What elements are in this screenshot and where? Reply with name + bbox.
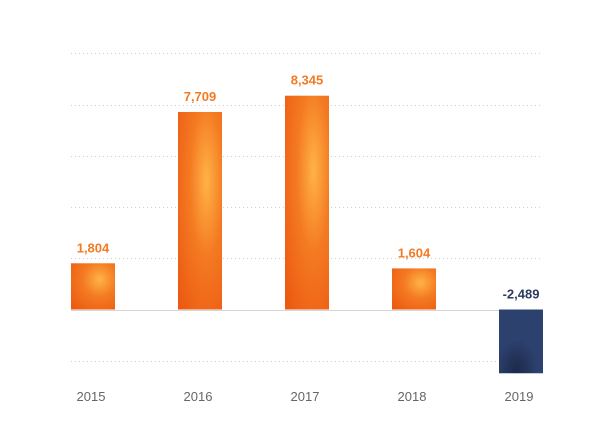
bars [71,95,543,374]
x-tick-label-2018: 2018 [398,389,427,404]
value-label-2019: -2,489 [503,287,540,302]
value-label-2016: 7,709 [184,89,217,104]
x-axis-tick-labels: 2015 2016 2017 2018 2019 [77,389,534,404]
bar-2019 [499,309,543,374]
value-label-2018: 1,604 [398,245,431,260]
bar-2018 [392,268,436,310]
value-label-2015: 1,804 [77,240,110,255]
value-labels: 1,804 7,709 8,345 1,604 -2,489 [77,73,540,302]
bar-2017 [285,95,329,310]
x-tick-label-2017: 2017 [291,389,320,404]
x-tick-label-2019: 2019 [505,389,534,404]
gridlines [71,53,541,362]
x-tick-label-2015: 2015 [77,389,106,404]
x-tick-label-2016: 2016 [184,389,213,404]
bar-2016 [178,111,222,310]
bar-2015 [71,263,115,310]
value-label-2017: 8,345 [291,73,324,88]
